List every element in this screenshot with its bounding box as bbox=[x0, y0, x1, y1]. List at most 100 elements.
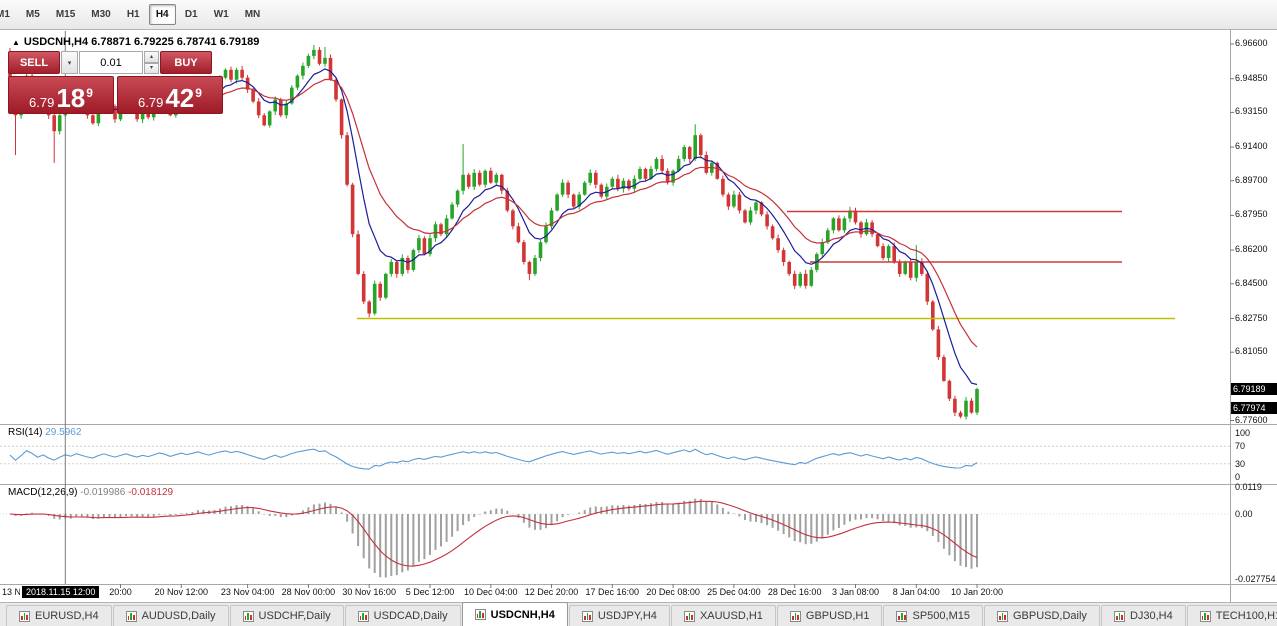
tab-label: TECH100,H1 bbox=[1215, 610, 1277, 622]
chart-icon bbox=[789, 610, 801, 622]
price-axis-label: 6.87950 bbox=[1235, 209, 1268, 220]
volume-increase-button[interactable]: ▴ bbox=[144, 51, 159, 63]
macd-axis-label: 0.0119 bbox=[1235, 482, 1262, 492]
timeframe-w1-button[interactable]: W1 bbox=[207, 4, 236, 25]
chart-title: ▲ USDCNH,H4 6.78871 6.79225 6.78741 6.791… bbox=[12, 36, 259, 48]
timeframe-m15-button[interactable]: M15 bbox=[49, 4, 82, 25]
tab-xauusd-h1[interactable]: XAUUSD,H1 bbox=[670, 605, 776, 626]
chart-ohlc: 6.78871 6.79225 6.78741 6.79189 bbox=[91, 36, 260, 48]
timeframe-mn-button[interactable]: MN bbox=[238, 4, 268, 25]
time-axis-label: 28 Dec 16:00 bbox=[767, 587, 822, 597]
volume-decrease-button[interactable]: ▾ bbox=[144, 62, 159, 74]
tab-tech100-h1[interactable]: TECH100,H1 bbox=[1186, 605, 1277, 626]
buy-price-pips: 42 bbox=[165, 83, 195, 113]
rsi-name: RSI(14) bbox=[8, 427, 43, 438]
chart-tab-bar: EURUSD,H4 AUDUSD,Daily USDCHF,Daily USDCAD,… bbox=[0, 602, 1277, 626]
time-axis-label: 23 Nov 04:00 bbox=[220, 587, 275, 597]
macd-axis-label: 0.00 bbox=[1235, 509, 1253, 519]
tab-audusd-daily[interactable]: AUDUSD,Daily bbox=[112, 605, 229, 626]
rsi-axis-label: 70 bbox=[1235, 441, 1246, 452]
macd-axis-label: -0.027754 bbox=[1235, 573, 1276, 584]
tab-usdcnh-h4[interactable]: USDCNH,H4 bbox=[461, 602, 568, 626]
buy-price-pipette: 9 bbox=[195, 86, 202, 100]
macd-main-value: -0.019986 bbox=[80, 487, 126, 498]
chart-icon bbox=[1113, 610, 1125, 622]
time-axis-label: 20 Dec 08:00 bbox=[646, 587, 700, 597]
chart-icon bbox=[125, 610, 137, 622]
price-axis-label: 6.89700 bbox=[1235, 174, 1268, 185]
timeframe-d1-button[interactable]: D1 bbox=[178, 4, 205, 25]
price-marker-badge: 6.77974 bbox=[1231, 402, 1277, 415]
macd-signal-value: -0.018129 bbox=[128, 487, 174, 498]
rsi-indicator-label: RSI(14) 29.5962 bbox=[8, 427, 81, 438]
timeframe-m1-button[interactable]: M1 bbox=[0, 4, 17, 25]
macd-name: MACD(12,26,9) bbox=[8, 487, 78, 498]
chart-icon bbox=[996, 610, 1008, 622]
price-axis-label: 6.94850 bbox=[1235, 72, 1268, 83]
chart-icon bbox=[242, 610, 254, 622]
tab-usdcad-daily[interactable]: USDCAD,Daily bbox=[344, 605, 461, 626]
tab-usdchf-daily[interactable]: USDCHF,Daily bbox=[229, 605, 344, 626]
buy-price-panel[interactable]: 6.79 42 9 bbox=[117, 76, 223, 114]
time-axis-label: 20:00 bbox=[109, 587, 132, 597]
timeframe-h1-button[interactable]: H1 bbox=[120, 4, 147, 25]
time-axis-label: 10 Jan 20:00 bbox=[950, 587, 1004, 597]
tab-label: USDCHF,Daily bbox=[258, 610, 331, 622]
sell-price-pips: 18 bbox=[56, 83, 86, 113]
rsi-value: 29.5962 bbox=[45, 427, 82, 438]
buy-price-major: 6.79 bbox=[138, 95, 164, 110]
price-axis-label: 6.84500 bbox=[1235, 277, 1268, 288]
price-axis-label: 6.86200 bbox=[1235, 244, 1268, 255]
time-axis-label: 28 Nov 00:00 bbox=[281, 587, 336, 597]
rsi-axis-label: 100 bbox=[1235, 428, 1251, 438]
volume-input[interactable] bbox=[79, 51, 143, 74]
chart-icon bbox=[474, 609, 486, 620]
volume-stepper: ▴ ▾ bbox=[144, 51, 159, 74]
chart-icon bbox=[1199, 610, 1211, 622]
current-price-badge: 6.79189 bbox=[1231, 383, 1277, 395]
tab-gbpusd-h1[interactable]: GBPUSD,H1 bbox=[776, 605, 883, 626]
tab-label: USDJPY,H4 bbox=[597, 610, 657, 622]
tab-label: GBPUSD,H1 bbox=[805, 610, 870, 622]
tab-eurusd-h4[interactable]: EURUSD,H4 bbox=[6, 605, 112, 626]
chart-marker-icon: ▲ bbox=[12, 38, 20, 47]
chart-icon bbox=[581, 610, 593, 622]
buy-button[interactable]: BUY bbox=[160, 51, 212, 74]
time-axis-label: 13 N bbox=[2, 587, 20, 597]
chart-symbol-timeframe: USDCNH,H4 bbox=[23, 36, 89, 48]
rsi-axis-label: 0 bbox=[1235, 472, 1241, 482]
tab-gbpusd-daily[interactable]: GBPUSD,Daily bbox=[983, 605, 1100, 626]
time-axis-label: 10 Dec 04:00 bbox=[464, 587, 518, 597]
rsi-axis-label: 30 bbox=[1235, 458, 1246, 469]
price-axis-label: 6.77600 bbox=[1235, 414, 1268, 425]
macd-indicator-label: MACD(12,26,9) -0.019986 -0.018129 bbox=[8, 487, 173, 498]
chart-icon bbox=[896, 610, 908, 622]
price-axis-label: 6.96600 bbox=[1235, 38, 1268, 48]
time-axis-label: 30 Nov 16:00 bbox=[342, 587, 396, 597]
tab-dj30-h4[interactable]: DJ30,H4 bbox=[1100, 605, 1186, 626]
price-axis-label: 6.93150 bbox=[1235, 106, 1268, 117]
timeframe-h4-button[interactable]: H4 bbox=[148, 4, 176, 25]
time-axis-label: 12 Dec 20:00 bbox=[524, 587, 579, 597]
tab-label: SP500,M15 bbox=[912, 610, 970, 622]
chart-icon bbox=[357, 610, 369, 622]
tab-sp500-m15[interactable]: SP500,M15 bbox=[883, 605, 983, 626]
sell-price-pipette: 9 bbox=[86, 86, 93, 100]
tab-label: USDCAD,Daily bbox=[373, 610, 448, 622]
sell-price-panel[interactable]: 6.79 18 9 bbox=[8, 76, 114, 114]
volume-dropdown-button[interactable]: ▾ bbox=[61, 51, 78, 74]
price-axis-label: 6.81050 bbox=[1235, 346, 1268, 357]
tab-label: USDCNH,H4 bbox=[490, 608, 555, 621]
tab-label: XAUUSD,H1 bbox=[699, 610, 763, 622]
timeframe-m5-button[interactable]: M5 bbox=[19, 4, 47, 25]
timeframe-m30-button[interactable]: M30 bbox=[84, 4, 117, 25]
timeframe-toolbar: M1M5M15M30H1H4D1W1MN bbox=[0, 0, 1277, 30]
tab-label: EURUSD,H4 bbox=[35, 610, 99, 622]
crosshair-date-badge: 2018.11.15 12:00 bbox=[22, 586, 100, 598]
tab-label: GBPUSD,Daily bbox=[1012, 610, 1087, 622]
price-axis-label: 6.91400 bbox=[1235, 141, 1268, 152]
tab-usdjpy-h4[interactable]: USDJPY,H4 bbox=[568, 605, 670, 626]
sell-button[interactable]: SELL bbox=[8, 51, 60, 74]
